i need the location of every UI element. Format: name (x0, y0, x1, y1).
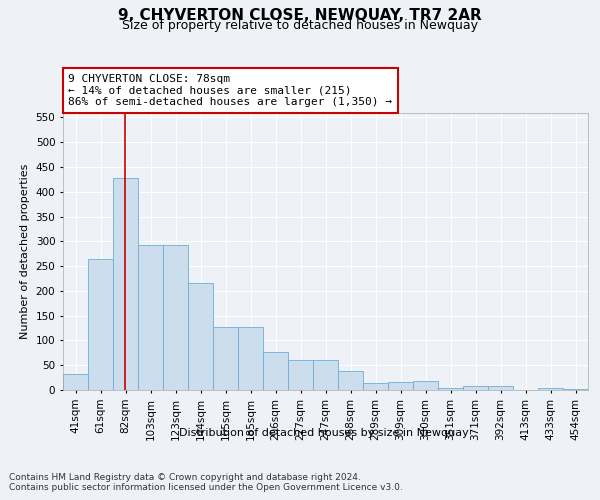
Bar (488, 386, 512, 390)
Bar (413, 381, 437, 390)
Bar (263, 352, 287, 390)
Bar (88, 258, 113, 390)
Bar (64, 374, 88, 390)
Text: Contains HM Land Registry data © Crown copyright and database right 2024.: Contains HM Land Registry data © Crown c… (9, 472, 361, 482)
Bar (313, 360, 338, 390)
Text: Size of property relative to detached houses in Newquay: Size of property relative to detached ho… (122, 18, 478, 32)
Bar (163, 246, 188, 390)
Bar (364, 382, 388, 390)
Bar (113, 178, 137, 390)
Bar (563, 388, 587, 390)
Bar (338, 371, 362, 390)
Bar (238, 326, 263, 390)
Text: Distribution of detached houses by size in Newquay: Distribution of detached houses by size … (179, 428, 469, 438)
Bar (214, 326, 238, 390)
Bar (289, 360, 313, 390)
Bar (538, 388, 563, 390)
Bar (139, 245, 163, 390)
Bar (463, 386, 488, 390)
Text: 9 CHYVERTON CLOSE: 78sqm
← 14% of detached houses are smaller (215)
86% of semi-: 9 CHYVERTON CLOSE: 78sqm ← 14% of detach… (68, 74, 392, 107)
Text: 9, CHYVERTON CLOSE, NEWQUAY, TR7 2AR: 9, CHYVERTON CLOSE, NEWQUAY, TR7 2AR (118, 8, 482, 22)
Text: Contains public sector information licensed under the Open Government Licence v3: Contains public sector information licen… (9, 484, 403, 492)
Y-axis label: Number of detached properties: Number of detached properties (20, 164, 30, 339)
Bar (439, 388, 463, 390)
Bar (188, 284, 212, 390)
Bar (388, 382, 413, 390)
